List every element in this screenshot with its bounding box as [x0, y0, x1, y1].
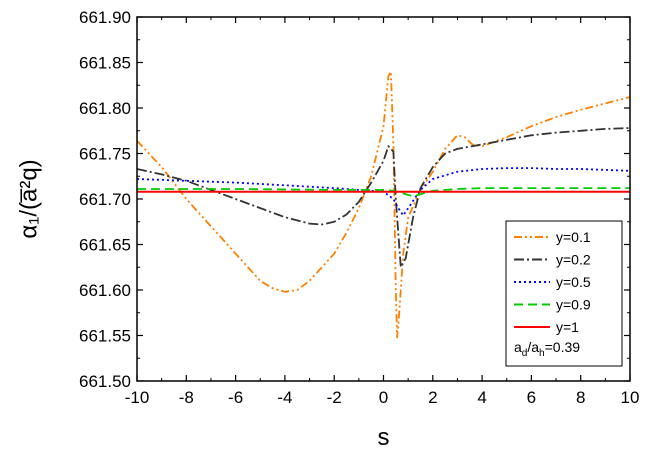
series-line-y-0-9 — [137, 187, 630, 198]
x-tick-label: -4 — [277, 388, 292, 407]
series-line-y-0-5 — [137, 167, 630, 217]
series-group — [137, 70, 630, 339]
x-tick-label: 10 — [621, 388, 640, 407]
x-tick-label: -2 — [327, 388, 342, 407]
y-tick-label: 661.85 — [79, 54, 131, 73]
plot-frame — [136, 16, 631, 382]
legend-label: y=0.9 — [556, 297, 591, 313]
x-tick-label: -8 — [179, 388, 194, 407]
series-line-y-0-2 — [137, 127, 630, 269]
legend-label: y=0.1 — [556, 229, 591, 245]
legend-items: y=0.1 y=0.2 y=0.5 y=0.9 y=1 — [514, 229, 591, 335]
x-tick-label: -6 — [228, 388, 243, 407]
legend-label: y=0.2 — [556, 252, 591, 268]
x-axis-title: s — [378, 424, 390, 451]
y-tick-label: 661.65 — [79, 236, 131, 255]
legend-annotation: ad/ah=0.39 — [514, 339, 580, 359]
x-tick-label: 4 — [477, 388, 486, 407]
y-tick-label: 661.80 — [79, 99, 131, 118]
legend-label: y=1 — [556, 319, 579, 335]
x-tick-label: 6 — [527, 388, 536, 407]
y-tick-label: 661.90 — [79, 8, 131, 27]
x-tick-label: 2 — [428, 388, 437, 407]
y-axis-title: α₁/(a̅²q) — [15, 159, 42, 238]
x-tick-label: 8 — [576, 388, 585, 407]
legend-label: y=0.5 — [556, 274, 591, 290]
x-tick-label: -10 — [125, 388, 150, 407]
plot-area — [136, 16, 631, 382]
y-tick-label: 661.75 — [79, 145, 131, 164]
x-tick-label: 0 — [379, 388, 388, 407]
y-tick-label: 661.50 — [79, 372, 131, 391]
y-tick-label: 661.55 — [79, 327, 131, 346]
y-tick-label: 661.60 — [79, 281, 131, 300]
legend-box — [505, 220, 623, 367]
y-tick-label: 661.70 — [79, 190, 131, 209]
legend: y=0.1 y=0.2 y=0.5 y=0.9 y=1 ad/ah=0.39 — [505, 220, 623, 367]
